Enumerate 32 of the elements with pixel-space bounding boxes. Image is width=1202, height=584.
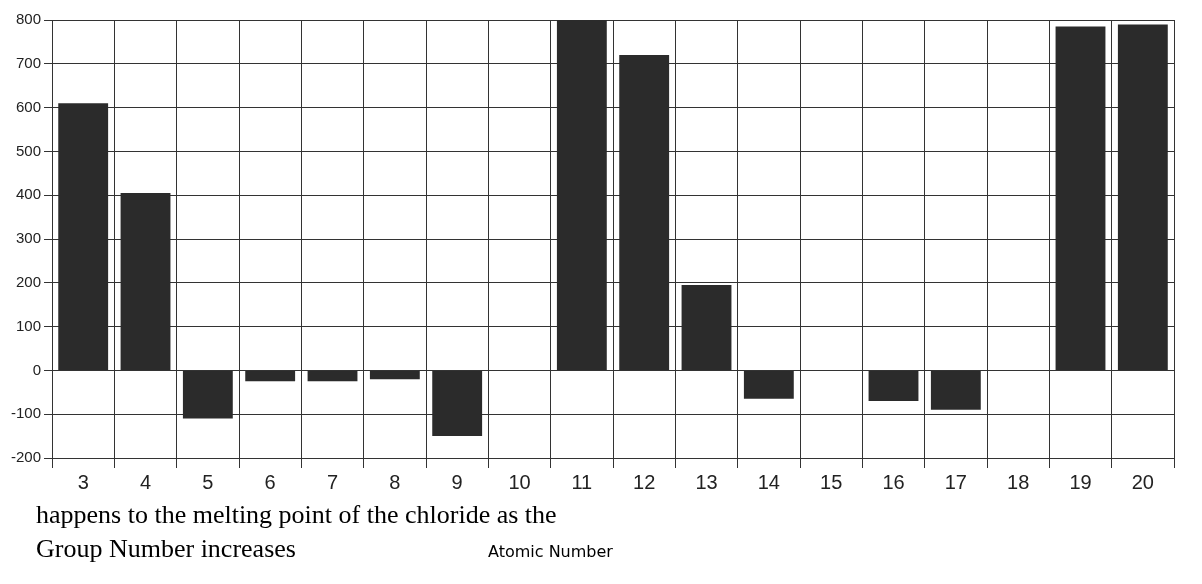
x-tick-label: 12 — [633, 470, 656, 493]
x-tick-label: 5 — [202, 470, 214, 493]
x-tick-label: 14 — [757, 470, 780, 493]
x-tick-label: 4 — [139, 470, 152, 493]
y-tick-label: 400 — [15, 185, 42, 203]
x-tick-label: 11 — [571, 470, 593, 493]
y-tick-label: 700 — [15, 53, 42, 71]
y-tick-label: 300 — [15, 229, 42, 247]
x-tick-label: 18 — [1007, 470, 1030, 493]
x-tick-label: 13 — [695, 470, 718, 493]
x-tick-label: 3 — [77, 470, 89, 493]
x-tick-label: 19 — [1069, 470, 1092, 493]
y-tick-label: 800 — [15, 10, 42, 28]
x-tick-label: 17 — [944, 470, 967, 493]
x-tick-label: 15 — [820, 470, 843, 493]
y-tick-label: 600 — [15, 97, 42, 115]
x-tick-label: 7 — [326, 470, 339, 493]
x-tick-label: 8 — [389, 470, 401, 493]
y-tick-label: 100 — [15, 316, 42, 334]
x-tick-label: 9 — [451, 470, 463, 493]
x-tick-label: 16 — [882, 470, 905, 493]
x-axis-title: Atomic Number — [488, 542, 613, 561]
y-tick-label: 0 — [32, 360, 42, 378]
x-tick-label: 10 — [508, 470, 531, 493]
text: happens to the melting point of the chloride as the — [36, 499, 557, 531]
x-tick-label: 6 — [264, 470, 276, 493]
x-tick-label: 20 — [1131, 470, 1154, 493]
y-tick-label: 500 — [15, 141, 42, 159]
y-tick-label: -200 — [10, 448, 42, 466]
y-tick-label: -100 — [10, 404, 42, 422]
text: Group Number increases — [36, 534, 296, 563]
y-tick-label: 200 — [15, 272, 42, 290]
